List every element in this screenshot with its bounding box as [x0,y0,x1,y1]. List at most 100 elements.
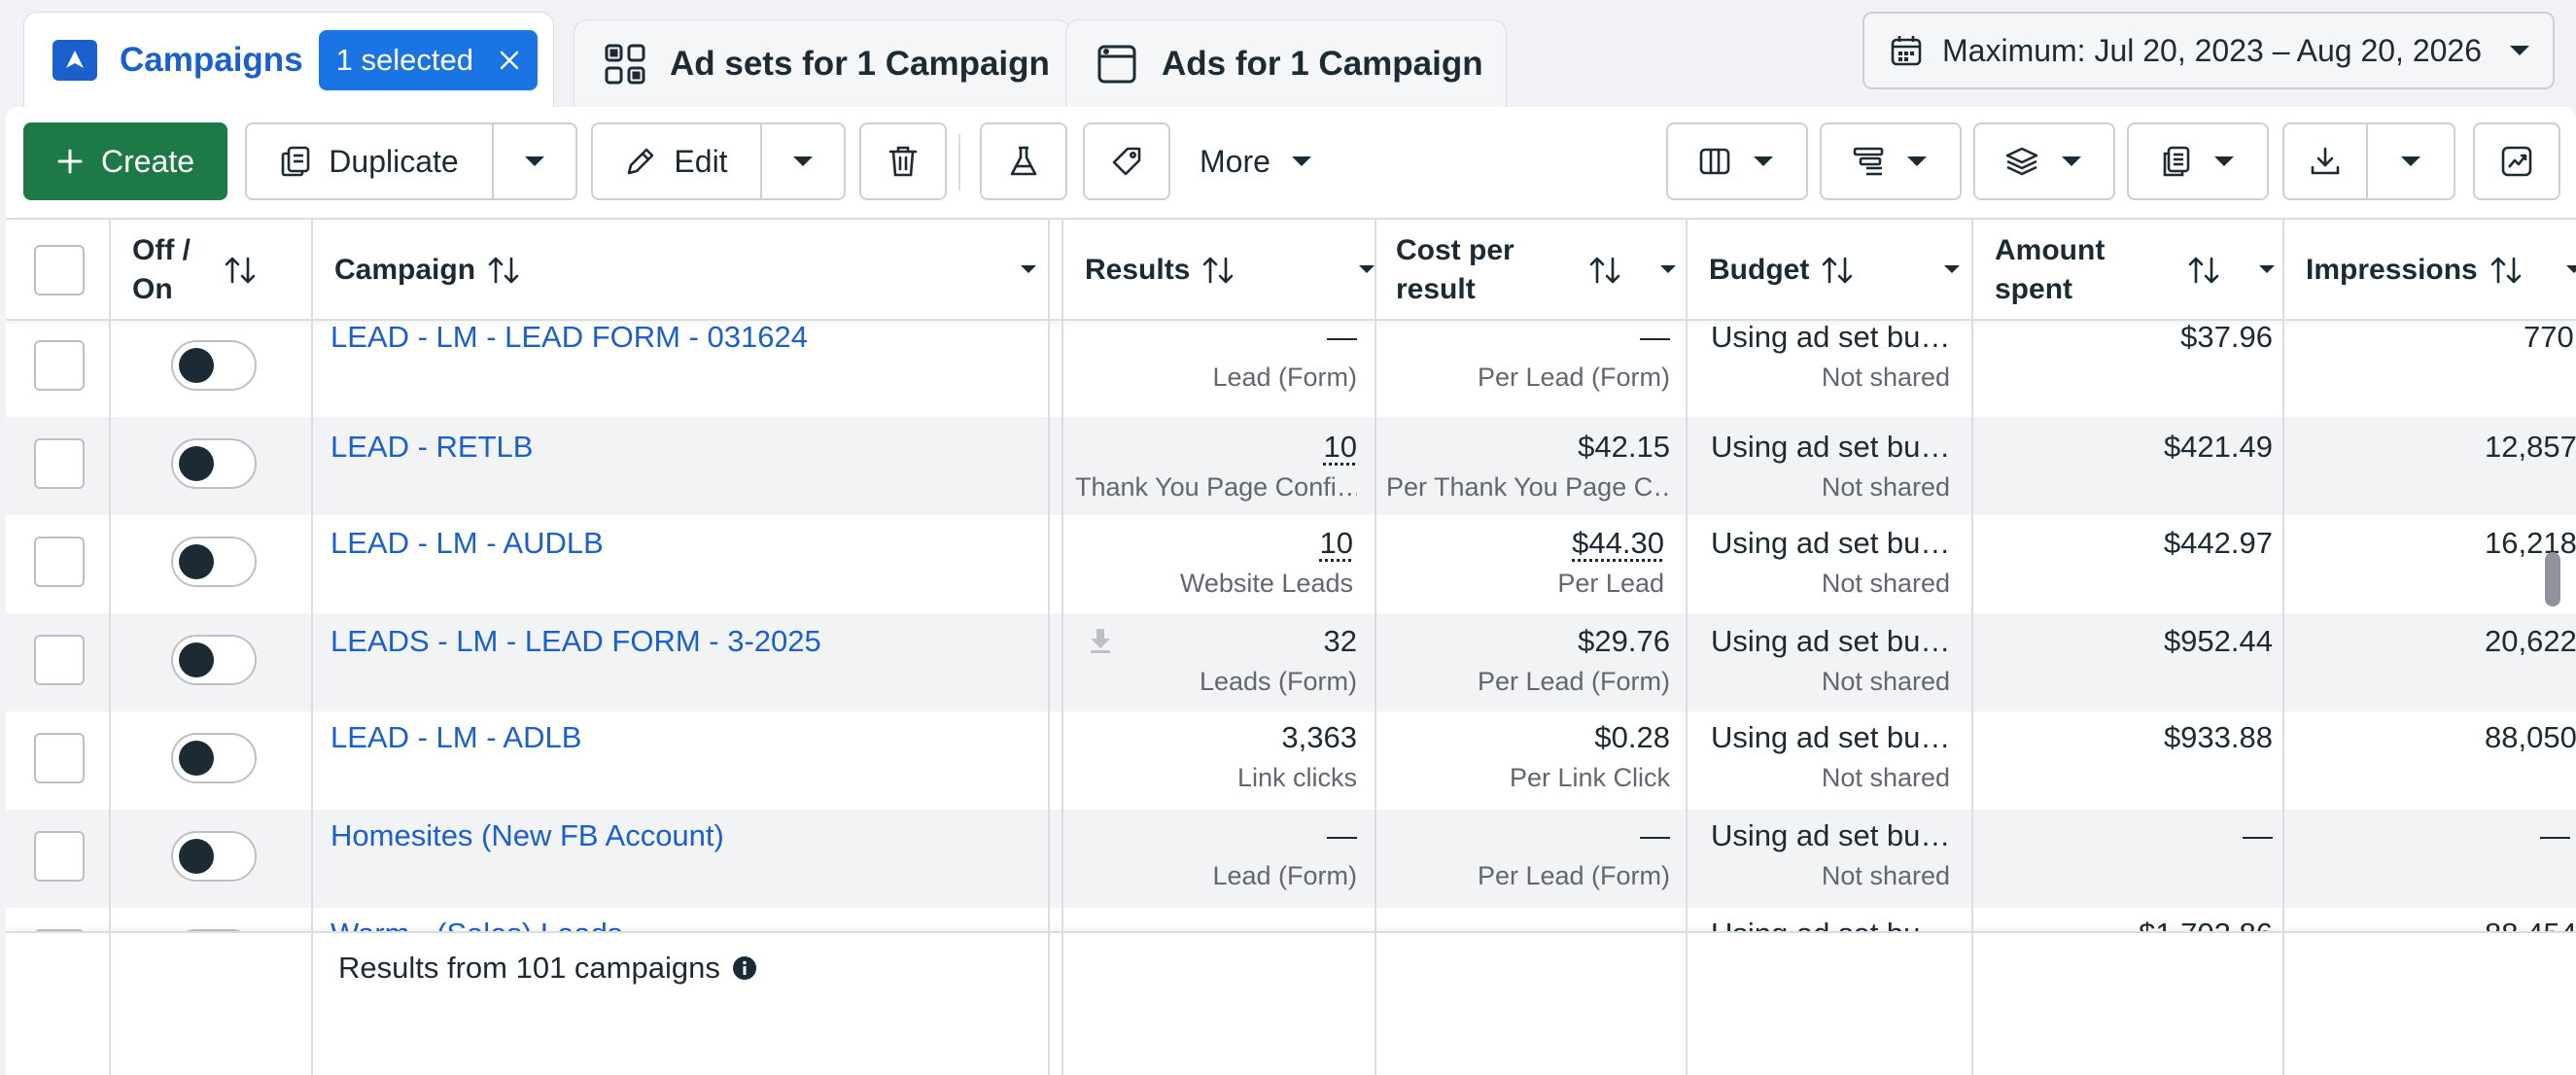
table-row[interactable]: LEAD - LM - AUDLB 10 Website Leads $44.3… [6,515,2576,613]
tag-button[interactable] [1083,122,1170,200]
header-results[interactable]: Results [1085,220,1376,321]
chevron-down-icon[interactable] [1357,262,1376,276]
campaign-name-link[interactable]: Warm - (Sales) Leads [331,916,622,931]
sort-icon[interactable] [2187,256,2220,285]
chevron-down-icon [2508,43,2531,58]
cost-value[interactable]: $44.30 [1572,526,1664,560]
budget-value: Using ad set bu… [1711,916,1950,931]
sort-icon[interactable] [487,256,520,285]
more-button[interactable]: More [1200,122,1313,200]
create-button[interactable]: Create [23,122,227,200]
sort-icon[interactable] [1201,256,1235,285]
chevron-down-icon[interactable] [2257,262,2277,276]
budget-value: Using ad set bu… [1711,720,1951,754]
campaign-toggle[interactable] [171,438,257,489]
campaign-name-link[interactable]: LEAD - LM - AUDLB [331,526,604,560]
header-off-on[interactable]: Off / On [132,220,323,321]
table-row[interactable]: Warm - (Sales) Leads — — Using ad set bu… [6,908,2576,931]
info-icon[interactable] [732,955,757,981]
chevron-down-icon[interactable] [2564,262,2576,276]
sort-icon[interactable] [1821,256,1854,285]
results-summary: Results from 101 campaigns [338,951,757,986]
impressions-value: 770 [2524,320,2574,354]
campaign-flag-icon [50,35,100,86]
sort-icon[interactable] [1588,256,1621,285]
close-icon[interactable] [499,50,520,71]
edit-dropdown-button[interactable] [762,124,844,198]
results-value[interactable]: 10 [1319,526,1353,560]
chevron-down-icon [2399,154,2422,169]
table-row[interactable]: LEAD - RETLB 10 Thank You Page Confi… $4… [6,417,2576,515]
export-split-button [2282,122,2455,200]
select-all-checkbox[interactable] [34,245,85,295]
tab-campaigns[interactable]: Campaigns 1 selected [23,12,554,107]
header-amount-spent[interactable]: Amount spent [1995,220,2277,321]
ad-window-icon [1092,39,1142,89]
tab-adsets[interactable]: Ad sets for 1 Campaign [574,19,1071,107]
campaign-toggle[interactable] [171,537,257,587]
download-icon[interactable] [1089,627,1112,654]
chevron-down-icon[interactable] [1019,262,1038,276]
campaign-name-link[interactable]: LEAD - RETLB [331,430,534,464]
header-cost-per-result[interactable]: Cost per result [1396,220,1678,321]
row-checkbox[interactable] [34,733,85,783]
cost-value: — [1640,320,1670,354]
export-dropdown-button[interactable] [2368,124,2454,198]
columns-button[interactable] [1666,122,1808,200]
campaign-toggle[interactable] [171,831,257,882]
table-row[interactable]: LEADS - LM - LEAD FORM - 3-2025 32 Leads… [6,613,2576,711]
header-budget[interactable]: Budget [1709,220,1962,321]
row-checkbox[interactable] [34,635,85,685]
table-row[interactable]: LEAD - LM - ADLB 3,363 Link clicks $0.28… [6,711,2576,810]
edit-label: Edit [674,143,728,179]
campaign-toggle[interactable] [171,340,257,391]
cost-type: Per Lead (Form) [1477,667,1670,696]
chevron-down-icon[interactable] [1942,262,1962,276]
duplicate-button[interactable]: Duplicate [247,124,494,198]
date-range-picker[interactable]: Maximum: Jul 20, 2023 – Aug 20, 2026 [1862,12,2555,89]
row-checkbox[interactable] [34,438,85,489]
tab-ads[interactable]: Ads for 1 Campaign [1065,19,1507,107]
header-impressions[interactable]: Impressions [2306,220,2576,321]
export-button[interactable] [2284,124,2368,198]
header-budget-label: Budget [1709,254,1810,286]
campaign-name-link[interactable]: LEAD - LM - ADLB [331,720,582,754]
edit-button[interactable]: Edit [593,124,762,198]
row-checkbox[interactable] [34,831,85,882]
table-row[interactable]: LEAD - LM - LEAD FORM - 031624 — Lead (F… [6,319,2576,417]
campaign-name-link[interactable]: LEADS - LM - LEAD FORM - 3-2025 [331,624,821,658]
sort-icon[interactable] [224,256,257,285]
table-body: LEAD - LM - LEAD FORM - 031624 — Lead (F… [6,319,2576,931]
delete-button[interactable] [859,122,947,200]
campaign-toggle[interactable] [171,733,257,783]
amount-spent-value: — [2243,818,2273,852]
campaign-name-link[interactable]: LEAD - LM - LEAD FORM - 031624 [331,320,808,354]
reports-button[interactable] [2127,122,2269,200]
layers-button[interactable] [1973,122,2115,200]
more-label: More [1200,143,1271,179]
cost-value: $42.15 [1578,430,1670,464]
cost-type: Per Link Click [1509,763,1670,792]
charts-button[interactable] [2473,122,2560,200]
campaign-name-link[interactable]: Homesites (New FB Account) [331,818,724,852]
campaign-toggle[interactable] [171,635,257,685]
sort-icon[interactable] [2489,256,2523,285]
duplicate-dropdown-button[interactable] [494,124,575,198]
selected-chip[interactable]: 1 selected [318,29,538,90]
breakdown-button[interactable] [1820,122,1962,200]
results-summary-text: Results from 101 campaigns [338,951,720,985]
edit-split-button: Edit [591,122,846,200]
budget-sub: Not shared [1821,861,1950,890]
results-value[interactable]: 10 [1323,430,1357,464]
header-campaign[interactable]: Campaign [334,220,1048,321]
chevron-down-icon [1905,154,1929,169]
chevron-down-icon[interactable] [1658,262,1678,276]
row-checkbox[interactable] [34,340,85,391]
row-checkbox[interactable] [34,537,85,587]
header-campaign-label: Campaign [334,254,476,286]
vertical-scrollbar-thumb[interactable] [2545,552,2560,607]
cost-type: Per Lead (Form) [1477,363,1670,392]
table-row[interactable]: Homesites (New FB Account) — Lead (Form)… [6,810,2576,908]
ab-test-button[interactable] [980,122,1067,200]
cost-value: $29.76 [1578,624,1670,658]
